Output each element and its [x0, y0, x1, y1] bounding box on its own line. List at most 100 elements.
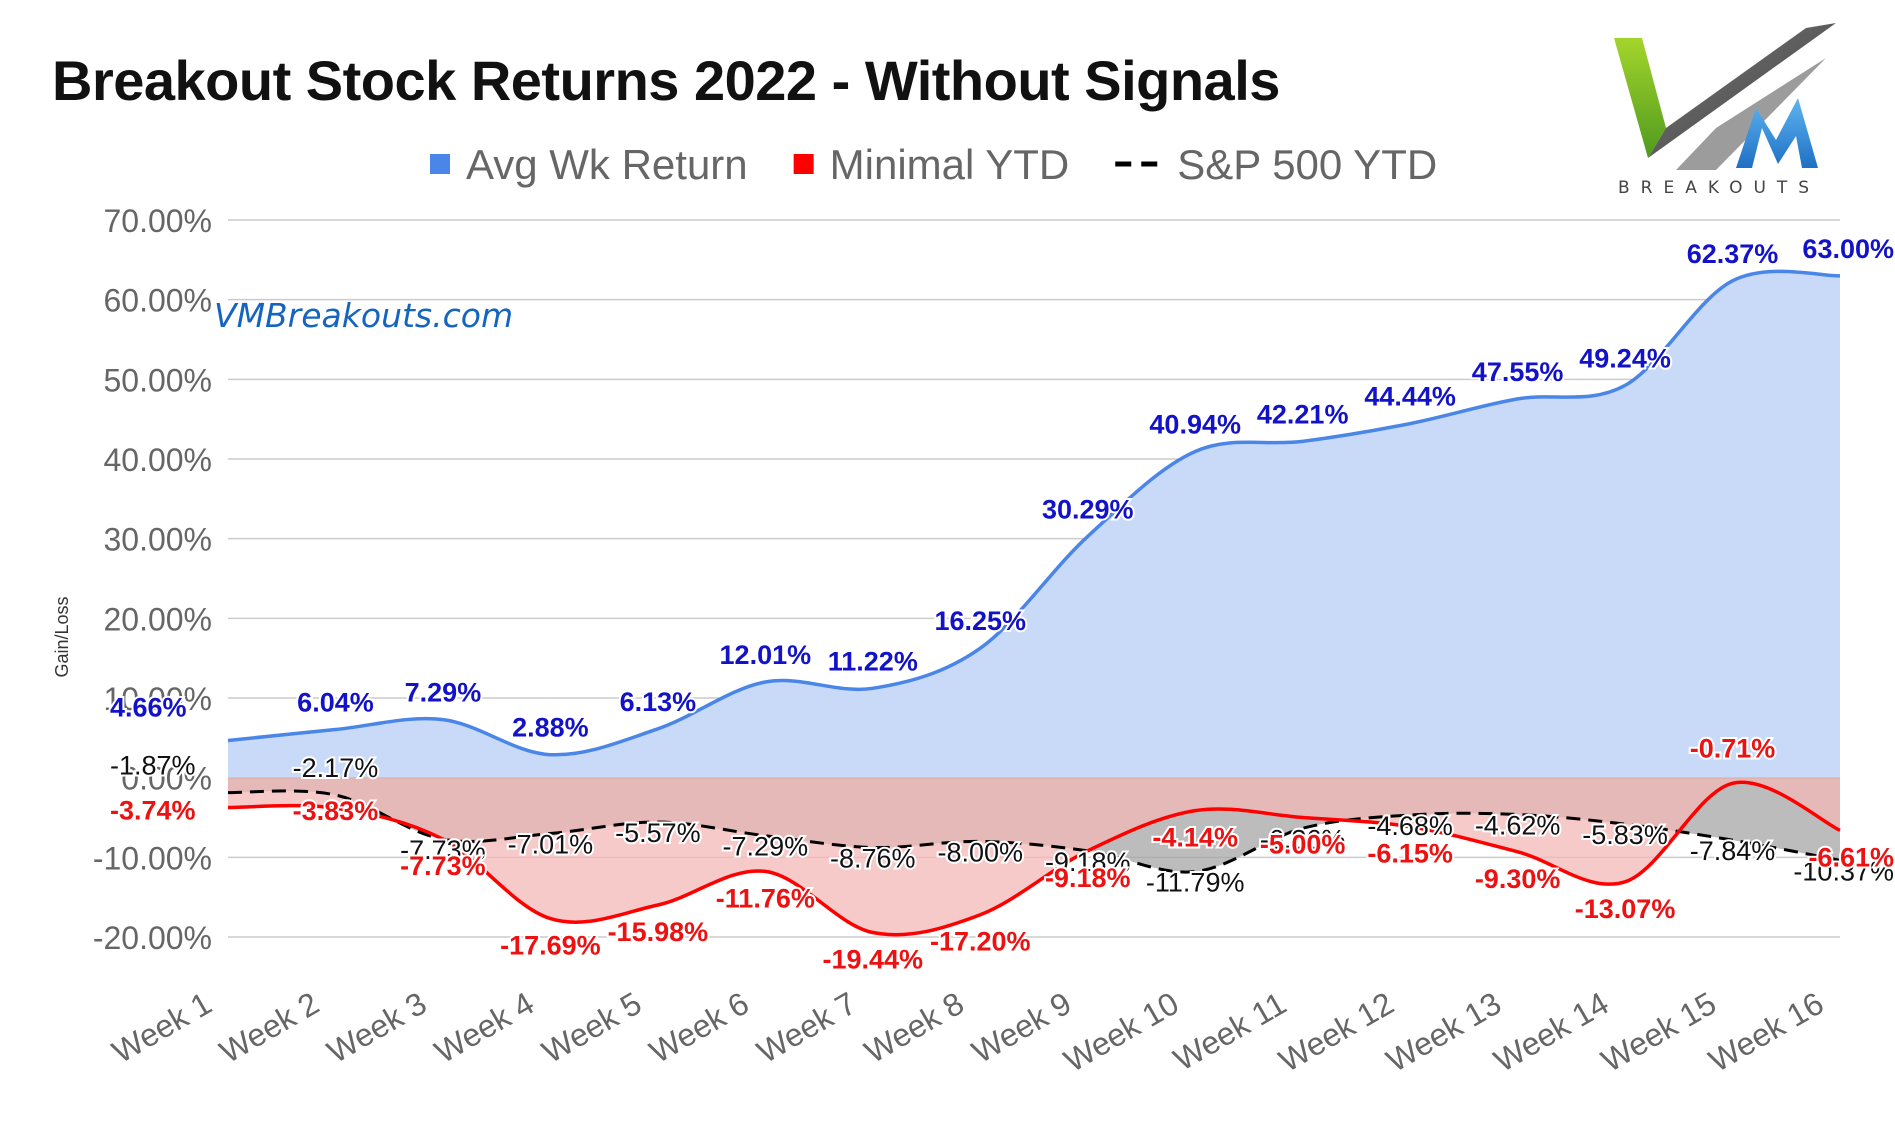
- data-point: [655, 902, 660, 907]
- data-label: -17.69%: [500, 931, 601, 961]
- y-tick-label: 50.00%: [103, 362, 212, 398]
- line-avg-wk-return: [227, 269, 1841, 757]
- area-minimal-ytd: [228, 777, 1840, 935]
- data-point: [1193, 449, 1198, 454]
- data-point: [1193, 808, 1198, 813]
- data-point: [1730, 278, 1735, 283]
- y-tick-label: 70.00%: [103, 203, 212, 239]
- data-label: -4.62%: [1475, 810, 1561, 840]
- line-s-p-500-ytd: [227, 789, 1841, 874]
- x-tick-label: Week 9: [966, 985, 1077, 1070]
- data-label: 63.00%: [1802, 234, 1894, 264]
- data-label: -15.98%: [608, 917, 709, 947]
- data-point: [870, 686, 875, 691]
- data-label: -7.73%: [400, 835, 486, 865]
- y-tick-label: 10.00%: [103, 681, 212, 717]
- data-label: -19.44%: [823, 945, 924, 975]
- data-label: -2.17%: [293, 753, 379, 783]
- data-label: 62.37%: [1687, 239, 1779, 269]
- data-label: -7.01%: [508, 830, 594, 860]
- data-point: [763, 869, 768, 874]
- data-point: [1838, 273, 1843, 278]
- data-point: [1085, 534, 1090, 539]
- legend-swatch: [430, 154, 450, 174]
- data-label: -17.20%: [930, 927, 1031, 957]
- data-label: 11.22%: [828, 646, 918, 676]
- x-tick-label: Week 2: [214, 985, 325, 1070]
- data-labels: -1.87% -2.17% -7.73% -7.01% -5.57% -7.29% -8.7…: [108, 232, 1895, 977]
- data-point: [226, 805, 231, 810]
- data-label: -4.14%: [1152, 823, 1238, 853]
- data-point: [978, 646, 983, 651]
- data-label: -6.15%: [1367, 839, 1453, 869]
- x-tick-label: Week 11: [1167, 985, 1292, 1078]
- data-label: -11.76%: [716, 883, 815, 913]
- data-label: -6.36%: [1260, 824, 1346, 854]
- x-tick-label: Week 5: [536, 985, 647, 1070]
- legend-label: S&P 500 YTD: [1177, 141, 1437, 188]
- legend-swatch: [793, 154, 814, 174]
- data-label: 6.04%: [297, 688, 374, 718]
- x-tick-label: Week 1: [106, 985, 217, 1070]
- data-point: [333, 727, 338, 732]
- y-axis: -20.00% -10.00% 0.00% 10.00% 20.00% 30.00% 40.…: [93, 203, 212, 956]
- series-lines: [227, 269, 1841, 937]
- data-label: -1.87%: [110, 751, 196, 781]
- data-label: -7.29%: [723, 832, 809, 862]
- y-axis-label: Gain/Loss: [52, 596, 72, 677]
- data-point: [1838, 828, 1843, 833]
- x-tick-label: Week 16: [1703, 985, 1830, 1079]
- data-point: [655, 726, 660, 731]
- data-label: 4.66%: [110, 693, 187, 723]
- x-tick-label: Week 13: [1380, 985, 1507, 1079]
- data-label: -11.79%: [1146, 868, 1245, 898]
- data-label: 40.94%: [1149, 410, 1241, 440]
- data-point: [1623, 383, 1628, 388]
- y-tick-label: 20.00%: [103, 601, 212, 637]
- y-tick-label: 40.00%: [103, 442, 212, 478]
- data-point: [1730, 781, 1735, 786]
- data-label: 30.29%: [1042, 494, 1134, 524]
- x-tick-label: Week 4: [428, 985, 539, 1070]
- data-label: -9.18%: [1045, 863, 1131, 893]
- data-label: -13.07%: [1575, 894, 1676, 924]
- data-label: 16.25%: [934, 606, 1026, 636]
- watermark: VMBreakouts.com: [214, 296, 514, 335]
- chart-title: Breakout Stock Returns 2022 - Without Si…: [52, 49, 1280, 112]
- data-label: 2.88%: [512, 713, 589, 743]
- data-label: 42.21%: [1257, 399, 1349, 429]
- data-point: [226, 738, 231, 743]
- data-label: -6.61%: [1808, 842, 1894, 872]
- area-avg-wk-return: [228, 271, 1840, 778]
- data-label: 7.29%: [405, 678, 482, 708]
- data-label: -0.71%: [1690, 733, 1776, 763]
- data-point: [1408, 421, 1413, 426]
- x-tick-label: Week 14: [1488, 985, 1615, 1079]
- data-label: 6.13%: [620, 687, 697, 717]
- data-label: 12.01%: [720, 640, 812, 670]
- data-point: [226, 790, 231, 795]
- y-tick-label: -10.00%: [93, 840, 212, 876]
- x-tick-label: Week 7: [751, 985, 862, 1070]
- data-label: -7.84%: [1690, 836, 1776, 866]
- data-point: [1300, 815, 1305, 820]
- data-point: [978, 912, 983, 917]
- data-point: [548, 752, 553, 757]
- data-label: -5.57%: [615, 818, 701, 848]
- x-tick-label: Week 6: [643, 985, 754, 1070]
- legend-label: Avg Wk Return: [466, 141, 748, 188]
- data-label: -7.73%: [400, 851, 486, 881]
- data-label: -5.00%: [1260, 830, 1346, 860]
- legend: Avg Wk Return Minimal YTD S&P 500 YTD: [430, 141, 1437, 188]
- y-tick-label: -20.00%: [93, 920, 212, 956]
- x-tick-label: Week 10: [1058, 985, 1185, 1079]
- data-point: [548, 916, 553, 921]
- data-label: -5.83%: [1582, 820, 1668, 850]
- series-areas: [228, 271, 1840, 935]
- logo-text: BREAKOUTS: [1618, 178, 1821, 198]
- data-label: -9.18%: [1045, 847, 1131, 877]
- data-point: [440, 717, 445, 722]
- data-label: -9.30%: [1475, 864, 1561, 894]
- data-point: [1515, 396, 1520, 401]
